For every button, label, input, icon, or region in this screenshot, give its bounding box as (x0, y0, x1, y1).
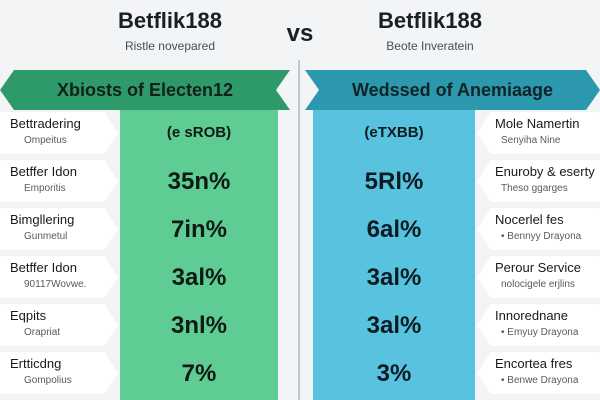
right-row-label-box (477, 112, 600, 154)
left-row-value: 35n% (167, 168, 231, 195)
right-row-label-box (477, 256, 600, 298)
left-row: Bimgllering Gunmetul 7in% (0, 206, 290, 252)
left-panel-title: Xbiosts of Electen12 (0, 70, 290, 110)
right-row-value: 3al% (366, 264, 422, 291)
left-row: Betffer Idon 90117Wovwe. 3al% (0, 254, 290, 300)
left-row-sublabel: Emporitis (24, 183, 66, 194)
right-row-sublabel: Theso ggarges (501, 183, 568, 194)
right-row-label-box (477, 160, 600, 202)
left-row-label-box (0, 160, 118, 202)
right-row-label-box (477, 304, 600, 346)
page-header: Betflik188 Ristle novepared vs Betflik18… (0, 0, 600, 62)
left-comparison-panel: Xbiosts of Electen12 Bettradering Ompeit… (0, 70, 290, 400)
right-brand: Betflik188 Beote Inveratein (330, 8, 530, 53)
left-row-label: Eqpits (10, 308, 47, 323)
right-row: Enuroby & eserty Theso ggarges 5Rl% (305, 158, 600, 204)
left-row-value: 7in% (170, 216, 227, 243)
left-row-label: Bettradering (10, 116, 81, 131)
right-comparison-panel: Wedssed of Anemiaage Mole Namertin Senyi… (305, 70, 600, 400)
left-row-label: Betffer Idon (10, 260, 77, 275)
right-row: Mole Namertin Senyiha Nine (eTXBB) (305, 110, 600, 156)
left-row-label-box (0, 352, 118, 394)
left-row-label: Bimgllering (10, 212, 75, 227)
left-row: Eqpits Orapriat 3nl% (0, 302, 290, 348)
right-row-sublabel: • Benwe Drayona (501, 375, 579, 386)
left-row-label-box (0, 208, 118, 250)
left-row-label-box (0, 304, 118, 346)
left-row-label-box (0, 112, 118, 154)
right-row-sublabel: Senyiha Nine (501, 135, 561, 146)
right-row-label-box (477, 208, 600, 250)
right-row-value: 5Rl% (364, 168, 424, 195)
left-row-value: 3al% (171, 264, 227, 291)
right-row: Nocerlel fes • Bennyy Drayona 6al% (305, 206, 600, 252)
right-row-sublabel: • Emyuy Drayona (501, 327, 579, 338)
left-row-value: 7% (181, 360, 217, 387)
left-row-value: (e sROB) (166, 124, 232, 141)
left-row-sublabel: Orapriat (24, 327, 61, 338)
left-row-label-box (0, 256, 118, 298)
left-row: Betffer Idon Emporitis 35n% (0, 158, 290, 204)
right-row-label: Perour Service (495, 260, 581, 275)
center-divider (298, 60, 300, 400)
left-row-sublabel: Gompolius (24, 375, 72, 386)
left-row-value: 3nl% (170, 312, 227, 339)
left-value-stripe (120, 110, 278, 400)
left-row: Ertticdng Gompolius 7% (0, 350, 290, 396)
left-brand-subtitle: Ristle novepared (124, 39, 216, 53)
right-row-value: 6al% (366, 216, 422, 243)
left-row-sublabel: 90117Wovwe. (24, 279, 87, 290)
right-row-label-box (477, 352, 600, 394)
right-value-stripe (313, 110, 475, 400)
right-row-value: 3% (376, 360, 412, 387)
right-row-label: Innorednane (495, 308, 569, 323)
left-row: Bettradering Ompeitus (e sROB) (0, 110, 290, 156)
right-brand-subtitle: Beote Inveratein (386, 39, 474, 53)
right-row-label: Encortea fres (495, 356, 573, 371)
right-row-label: Enuroby & eserty (495, 164, 595, 179)
right-row-value: 3al% (366, 312, 422, 339)
left-row-label: Betffer Idon (10, 164, 77, 179)
right-row: Perour Service nolocigele erjlins 3al% (305, 254, 600, 300)
right-brand-name: Betflik188 (378, 8, 482, 33)
left-brand: Betflik188 Ristle novepared (70, 8, 270, 53)
right-row-value: (eTXBB) (364, 124, 424, 141)
left-row-sublabel: Gunmetul (24, 231, 68, 242)
right-panel-title: Wedssed of Anemiaage (305, 70, 600, 110)
versus-label: vs (286, 20, 314, 47)
right-row: Encortea fres • Benwe Drayona 3% (305, 350, 600, 396)
left-row-label: Ertticdng (10, 356, 62, 371)
right-row-label: Nocerlel fes (495, 212, 564, 227)
right-row-label: Mole Namertin (495, 116, 580, 131)
left-brand-name: Betflik188 (118, 8, 222, 33)
right-row-sublabel: nolocigele erjlins (501, 279, 575, 290)
right-row: Innorednane • Emyuy Drayona 3al% (305, 302, 600, 348)
left-row-sublabel: Ompeitus (24, 135, 67, 146)
right-row-sublabel: • Bennyy Drayona (501, 231, 582, 242)
